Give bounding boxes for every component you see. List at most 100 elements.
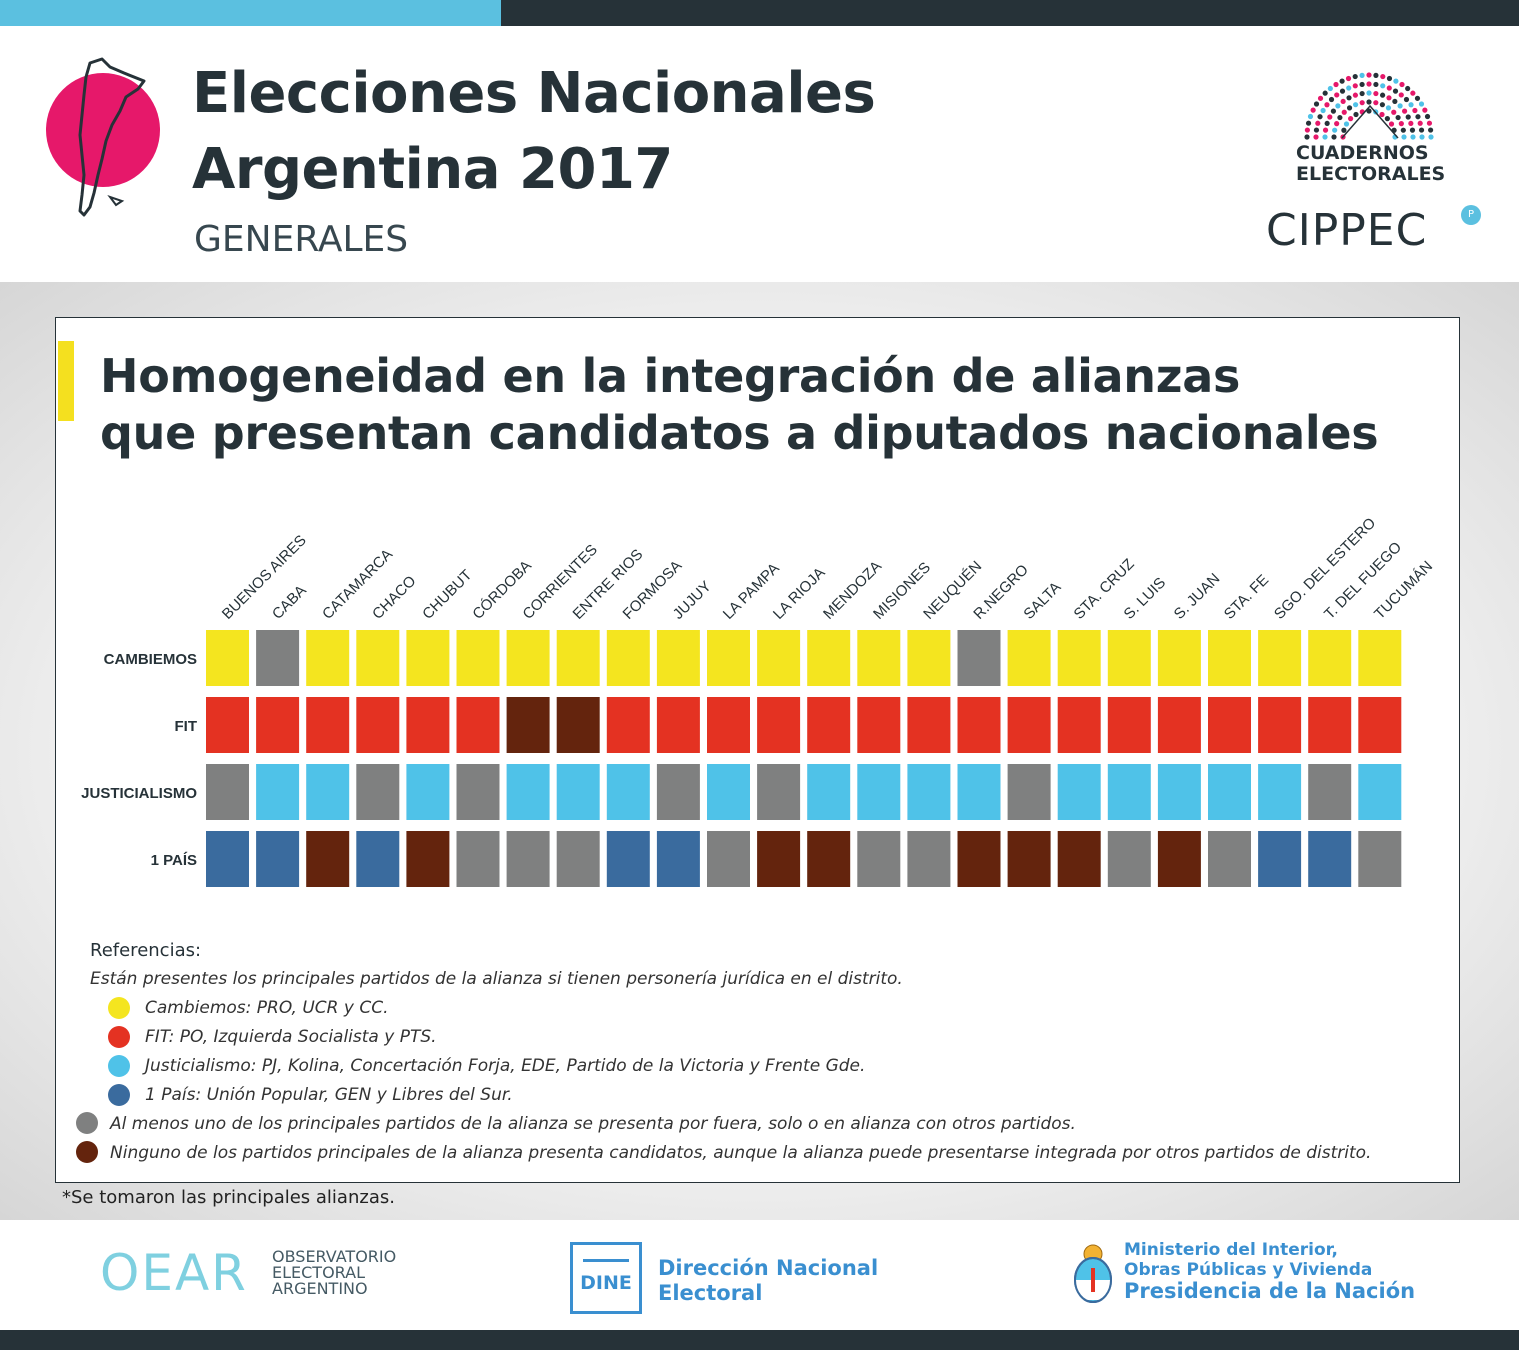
cuadernos-electorales-logo [1304, 72, 1434, 140]
dine-line2: Electoral [658, 1281, 763, 1305]
heatmap-cell [1258, 697, 1302, 753]
column-label: S. LUIS [1121, 574, 1170, 623]
cuadernos-line2: ELECTORALES [1296, 163, 1446, 185]
legend-brown-dot [76, 1141, 98, 1163]
heatmap-cell [1358, 697, 1402, 753]
legend-brown-text: Ninguno de los partidos principales de l… [110, 1143, 1372, 1163]
dine-logo: DINE [570, 1242, 642, 1314]
column-label: CABA [269, 582, 310, 623]
title-accent-bar [58, 341, 74, 421]
row-label: CAMBIEMOS [104, 651, 197, 668]
heatmap-cell [757, 831, 801, 887]
page-title-line2: Argentina 2017 [192, 137, 673, 202]
heatmap-cell [656, 764, 700, 820]
page-subtitle: GENERALES [194, 219, 409, 260]
heatmap-cell [1258, 630, 1302, 686]
heatmap-cell [757, 630, 801, 686]
heatmap-cell [206, 697, 249, 753]
references-title: Referencias: [90, 940, 202, 961]
heatmap-cell [456, 764, 500, 820]
oear-line3: ARGENTINO [272, 1279, 368, 1298]
heatmap-cell [506, 764, 550, 820]
legend-darkblue-dot [108, 1084, 130, 1106]
heatmap-cell [356, 697, 400, 753]
column-label: S. JUAN [1171, 570, 1224, 623]
heatmap-cell [957, 697, 1001, 753]
heatmap-cell [506, 697, 550, 753]
heatmap-cell [907, 630, 951, 686]
heatmap-cell [256, 831, 300, 887]
heatmap-cell [1358, 831, 1402, 887]
heatmap-cell [506, 831, 550, 887]
heatmap-cell [456, 831, 500, 887]
chart-title-line2: que presentan candidatos a diputados nac… [100, 406, 1379, 460]
heatmap-cell [556, 831, 600, 887]
legend-justicialismo: Justicialismo: PJ, Kolina, Concertación … [145, 1056, 866, 1076]
column-label: CHUBUT [419, 567, 475, 623]
heatmap-cell [807, 697, 851, 753]
heatmap-cell [1007, 831, 1051, 887]
heatmap-cell [1007, 697, 1051, 753]
row-label: JUSTICIALISMO [81, 785, 197, 802]
references-note: Están presentes los principales partidos… [90, 969, 903, 989]
header [0, 26, 1519, 282]
heatmap-cell [456, 697, 500, 753]
heatmap-cell [1157, 697, 1201, 753]
column-label: CHACO [369, 573, 419, 623]
footer [0, 1220, 1519, 1330]
heatmap-cell [707, 630, 750, 686]
chart-title-line1: Homogeneidad en la integración de alianz… [100, 349, 1241, 403]
ministerio-line2: Obras Públicas y Vivienda [1124, 1260, 1373, 1280]
heatmap-cell [356, 831, 400, 887]
cippec-logo: CIPPEC [1266, 205, 1428, 256]
heatmap-cell [957, 630, 1001, 686]
heatmap-cell [206, 630, 249, 686]
heatmap-cell [656, 831, 700, 887]
heatmap-cell [556, 697, 600, 753]
cippec-badge-icon: P [1461, 205, 1481, 225]
dine-text: Dirección Nacional Electoral [658, 1256, 878, 1306]
heatmap-cell [1057, 630, 1101, 686]
heatmap-cell [306, 831, 350, 887]
heatmap-cell [1258, 831, 1302, 887]
oear-line2: ELECTORAL [272, 1263, 365, 1282]
bottom-bar [0, 1330, 1519, 1350]
presidencia-text: Presidencia de la Nación [1124, 1279, 1416, 1303]
heatmap-cell [707, 697, 750, 753]
heatmap-cell [907, 697, 951, 753]
legend-lightblue-dot [108, 1055, 130, 1077]
heatmap-cell [1358, 764, 1402, 820]
ministerio-line1: Ministerio del Interior, [1124, 1240, 1339, 1260]
heatmap-cell [1157, 764, 1201, 820]
heatmap-cell [857, 697, 901, 753]
heatmap-cell [1208, 697, 1251, 753]
legend-1pais: 1 País: Unión Popular, GEN y Libres del … [145, 1085, 513, 1105]
heatmap-cell [1007, 764, 1051, 820]
heatmap-cell [506, 630, 550, 686]
heatmap-cell [456, 630, 500, 686]
heatmap-cell [807, 764, 851, 820]
top-bar-accent [0, 0, 501, 26]
legend-gray-dot [76, 1112, 98, 1134]
heatmap-cell [656, 697, 700, 753]
heatmap-cell [256, 764, 300, 820]
heatmap-cell [606, 764, 650, 820]
column-label: SALTA [1020, 579, 1064, 623]
heatmap-cell [1107, 630, 1151, 686]
heatmap-cell [356, 764, 400, 820]
heatmap-cell [857, 630, 901, 686]
cuadernos-electorales-text: CUADERNOS ELECTORALES [1296, 143, 1445, 185]
heatmap-cell [306, 764, 350, 820]
heatmap-cell [306, 630, 350, 686]
column-label: JUJUY [670, 578, 715, 623]
heatmap-cell [757, 697, 801, 753]
heatmap-cell [907, 764, 951, 820]
legend-red-dot [108, 1026, 130, 1048]
heatmap-cell [1308, 764, 1352, 820]
heatmap-cell [1107, 764, 1151, 820]
heatmap-cell [406, 764, 450, 820]
row-label: FIT [175, 718, 198, 735]
heatmap-cell [1258, 764, 1302, 820]
heatmap-cell [256, 630, 300, 686]
